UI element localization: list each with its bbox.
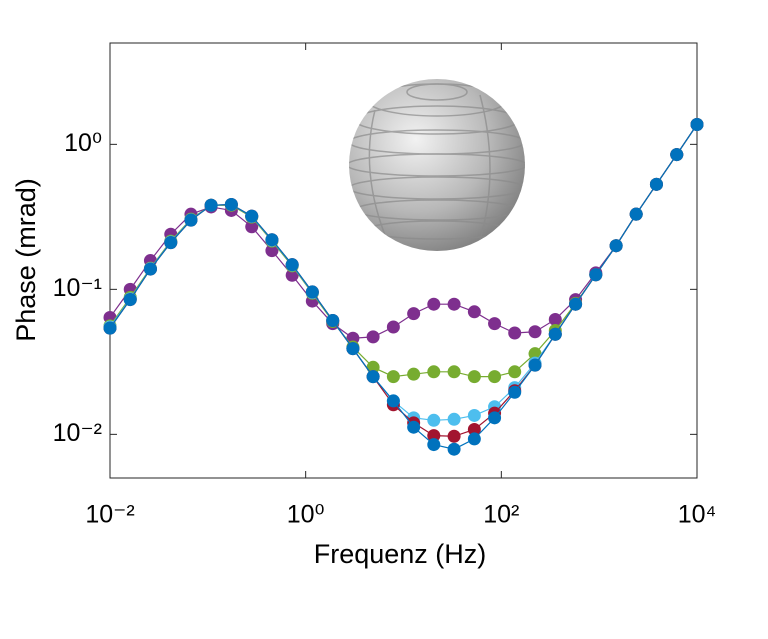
data-point xyxy=(508,385,522,399)
data-point xyxy=(326,313,340,327)
y-tick-label: 10⁰ xyxy=(64,129,102,157)
data-point xyxy=(245,220,259,234)
data-point xyxy=(265,233,279,247)
data-point xyxy=(548,312,562,326)
data-point xyxy=(427,438,441,452)
data-point xyxy=(407,367,421,381)
data-point xyxy=(123,293,137,307)
x-tick-label: 10⁰ xyxy=(287,501,325,529)
data-point xyxy=(447,297,461,311)
data-point xyxy=(407,307,421,321)
data-point xyxy=(548,327,562,341)
data-point xyxy=(609,239,623,253)
data-point xyxy=(467,370,481,384)
data-point xyxy=(164,236,178,250)
data-point xyxy=(488,370,502,384)
data-point xyxy=(346,342,360,356)
data-point xyxy=(103,321,117,335)
data-point xyxy=(245,209,259,223)
data-point xyxy=(629,207,643,221)
y-tick-label: 10⁻² xyxy=(53,419,102,447)
data-point xyxy=(447,412,461,426)
data-point xyxy=(528,358,542,372)
data-point xyxy=(204,198,218,212)
data-point xyxy=(427,365,441,379)
data-point xyxy=(184,213,198,227)
data-point xyxy=(427,297,441,311)
data-point xyxy=(447,442,461,456)
data-point xyxy=(265,244,279,258)
data-point xyxy=(488,317,502,331)
data-point xyxy=(528,325,542,339)
data-point xyxy=(467,408,481,422)
y-axis-label: Phase (mrad) xyxy=(11,178,41,342)
y-tick-label: 10⁻¹ xyxy=(53,274,102,302)
data-point xyxy=(447,429,461,443)
x-axis-label: Frequenz (Hz) xyxy=(314,539,487,569)
data-point xyxy=(285,258,299,272)
x-tick-label: 10² xyxy=(483,501,519,529)
data-point xyxy=(569,297,583,311)
data-point xyxy=(305,285,319,299)
data-point xyxy=(427,429,441,443)
data-point xyxy=(488,411,502,425)
data-point xyxy=(427,413,441,427)
data-point xyxy=(386,370,400,384)
data-point xyxy=(366,370,380,384)
data-point xyxy=(690,118,704,132)
data-point xyxy=(508,365,522,379)
data-point xyxy=(366,330,380,344)
data-point xyxy=(670,148,684,162)
data-point xyxy=(447,365,461,379)
data-point xyxy=(467,423,481,437)
data-point xyxy=(285,268,299,282)
x-tick-label: 10⁻² xyxy=(85,501,134,529)
data-point xyxy=(508,326,522,340)
data-point xyxy=(224,197,238,211)
data-point xyxy=(386,394,400,408)
data-point xyxy=(386,320,400,334)
data-point xyxy=(589,268,603,282)
x-tick-label: 10⁴ xyxy=(678,501,717,529)
data-point xyxy=(467,305,481,319)
data-point xyxy=(467,432,481,446)
data-point xyxy=(649,177,663,191)
data-point xyxy=(143,262,157,276)
data-point xyxy=(407,420,421,434)
data-point xyxy=(528,347,542,361)
data-point xyxy=(366,360,380,374)
